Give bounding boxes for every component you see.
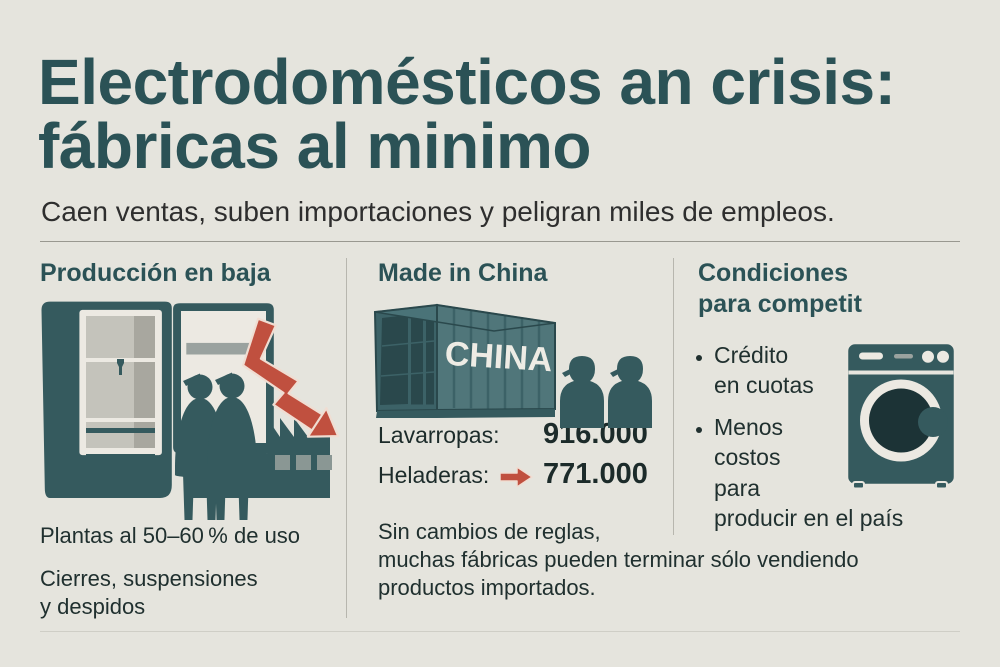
svg-text:CHINA: CHINA	[444, 335, 554, 380]
